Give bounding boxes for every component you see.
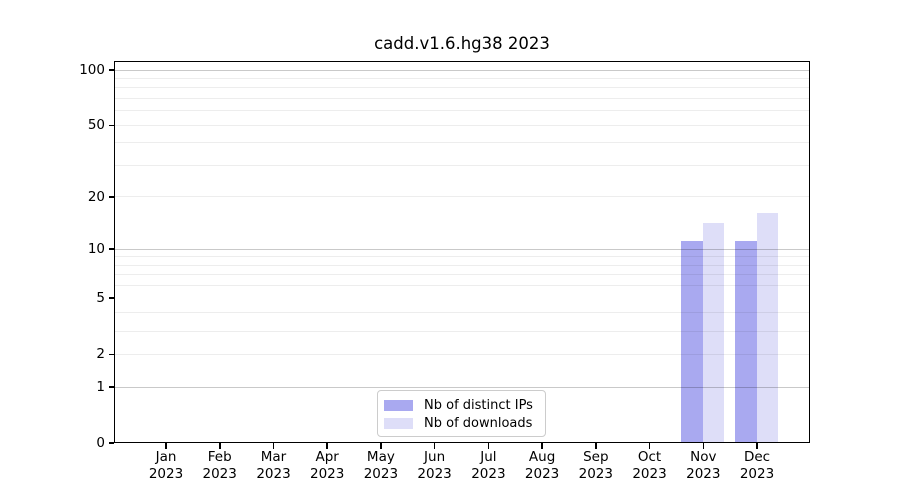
gridline-major [115, 248, 809, 250]
x-tick-month: Oct [637, 449, 662, 465]
x-tick [487, 443, 490, 449]
x-tick-year: 2023 [363, 465, 399, 482]
legend-item: Nb of downloads [384, 415, 537, 433]
legend: Nb of distinct IPs Nb of downloads [377, 390, 546, 437]
gridline-major [115, 69, 809, 71]
gridline-minor [115, 353, 809, 355]
y-tick-label: 1 [96, 379, 105, 395]
y-tick-label: 5 [96, 290, 105, 307]
gridline-minor [115, 165, 809, 166]
legend-label: Nb of distinct IPs [424, 398, 533, 414]
x-tick [595, 443, 597, 449]
legend-swatch [384, 400, 413, 412]
y-tick [108, 248, 114, 250]
x-tick [165, 443, 167, 449]
x-tick [541, 443, 543, 449]
x-tick-month: Mar [260, 449, 287, 465]
y-tick [108, 297, 114, 299]
x-tick [433, 443, 436, 449]
y-tick-label: 100 [79, 62, 105, 78]
x-tick-label: Aug 2023 [510, 449, 574, 482]
x-tick-month: Sep [583, 449, 609, 465]
gridline-minor [115, 285, 809, 287]
x-tick-label: Feb 2023 [188, 449, 252, 482]
x-tick-year: 2023 [417, 465, 452, 482]
y-tick-label: 20 [87, 188, 105, 205]
x-tick [219, 443, 221, 449]
bar [702, 223, 725, 442]
x-tick-year: 2023 [256, 465, 291, 482]
chart-title: cadd.v1.6.hg38 2023 [374, 34, 550, 53]
gridline-minor [115, 124, 809, 126]
y-tick-label: 50 [87, 117, 105, 134]
x-tick-label: Nov 2023 [671, 449, 735, 482]
y-tick [108, 353, 114, 355]
gridline-minor [115, 77, 809, 79]
y-tick [108, 69, 114, 71]
x-tick-year: 2023 [148, 465, 184, 482]
y-tick-label: 0 [96, 435, 105, 451]
x-tick-month: Feb [207, 449, 232, 465]
bar [756, 213, 778, 442]
bar [735, 241, 757, 442]
legend-label: Nb of downloads [424, 415, 533, 431]
x-tick [702, 443, 704, 449]
x-tick-year: 2023 [632, 465, 667, 482]
gridline-minor [115, 256, 809, 258]
x-tick-month: Aug [528, 449, 556, 465]
x-tick [648, 443, 651, 449]
y-tick [108, 196, 114, 198]
x-tick-label: Dec 2023 [725, 449, 789, 482]
y-tick [108, 124, 114, 126]
y-tick [108, 442, 114, 444]
x-tick-year: 2023 [471, 465, 506, 482]
x-tick [272, 443, 275, 449]
x-tick-label: Sep 2023 [564, 449, 628, 482]
x-tick-month: Dec [743, 449, 771, 465]
x-tick-label: Jul 2023 [456, 449, 520, 482]
gridline-minor [115, 196, 809, 198]
bar [681, 241, 703, 442]
x-tick-year: 2023 [524, 465, 560, 482]
x-tick-label: Oct 2023 [618, 449, 682, 482]
gridline-minor [115, 264, 809, 266]
x-tick-year: 2023 [310, 465, 345, 482]
x-tick-month: Jul [480, 449, 497, 465]
gridline-minor [115, 142, 809, 144]
legend-swatch [384, 417, 413, 429]
x-tick [756, 443, 758, 449]
bars-layer [115, 62, 809, 442]
y-tick-label: 10 [87, 241, 105, 258]
gridline-minor [115, 110, 809, 112]
x-tick-month: Jun [424, 449, 446, 465]
x-tick [380, 443, 382, 449]
x-tick-label: Apr 2023 [295, 449, 359, 482]
x-tick-label: Jun 2023 [403, 449, 467, 482]
y-tick-label: 2 [96, 346, 105, 363]
x-tick-month: Apr [315, 449, 339, 465]
gridline-major [115, 386, 809, 388]
x-tick-year: 2023 [578, 465, 613, 482]
x-tick-year: 2023 [739, 465, 775, 482]
x-tick-label: Jan 2023 [134, 449, 198, 482]
x-tick-label: May 2023 [349, 449, 413, 482]
gridline-minor [115, 98, 809, 99]
x-tick-year: 2023 [202, 465, 237, 482]
y-tick [108, 386, 114, 388]
grid-layer [115, 62, 809, 442]
gridline-minor [115, 312, 809, 314]
plot-area [114, 61, 810, 443]
legend-item: Nb of distinct IPs [384, 397, 537, 415]
x-tick-month: May [366, 449, 395, 465]
x-tick-label: Mar 2023 [242, 449, 306, 482]
x-tick-month: Jan [155, 449, 177, 465]
x-tick-month: Nov [690, 449, 717, 465]
gridline-minor [115, 330, 809, 332]
gridline-minor [115, 274, 809, 276]
gridline-minor [115, 87, 809, 89]
x-tick [326, 443, 328, 449]
x-tick-year: 2023 [686, 465, 721, 482]
